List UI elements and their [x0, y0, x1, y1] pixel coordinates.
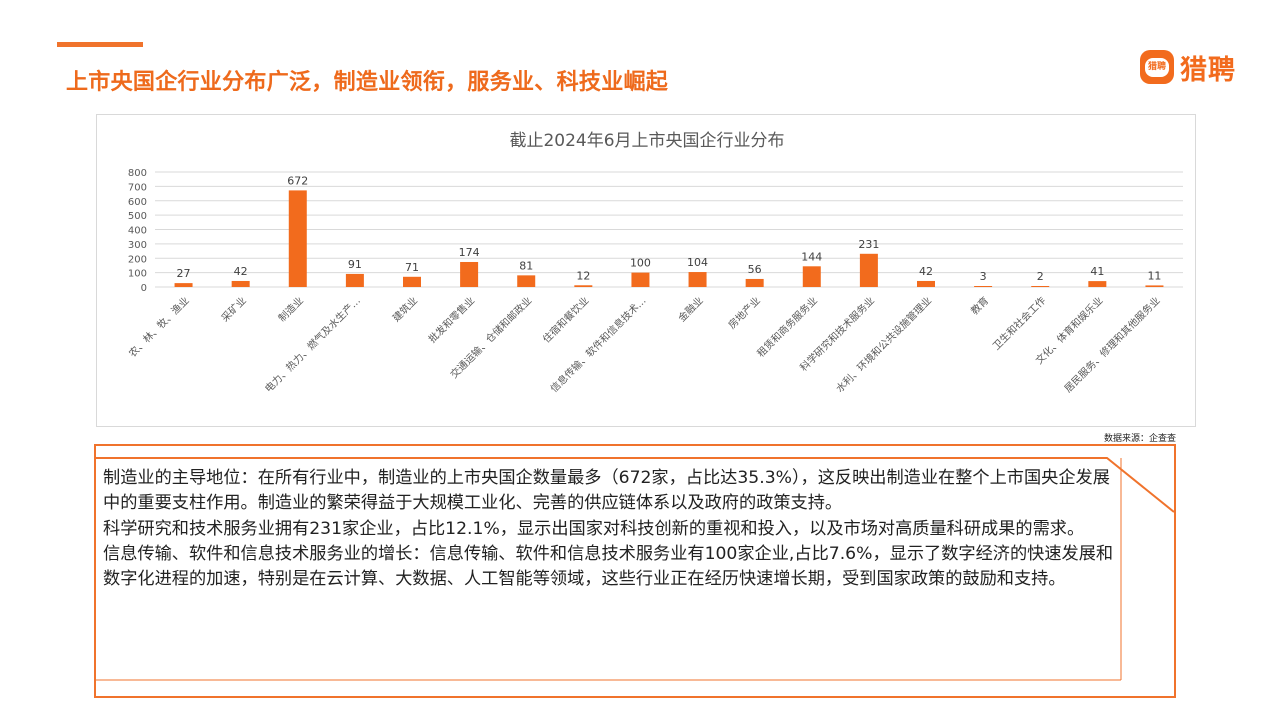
y-tick-label: 300 — [128, 240, 147, 251]
data-label: 81 — [519, 259, 533, 272]
bar — [574, 285, 593, 287]
data-label: 42 — [919, 265, 933, 278]
logo-text: 猎聘 — [1180, 54, 1236, 86]
bar — [1145, 285, 1164, 287]
summary-paragraphs: 制造业的主导地位：在所有行业中，制造业的上市央国企数量最多（672家，占比达35… — [103, 466, 1118, 592]
data-label: 231 — [858, 238, 879, 251]
data-label: 2 — [1037, 270, 1044, 283]
data-label: 71 — [405, 261, 419, 274]
x-tick-label: 房地产业 — [725, 294, 762, 331]
data-label: 174 — [459, 246, 480, 259]
bar-chart: 截止2024年6月上市央国企行业分布 0 100 200 300 400 500 600 700… — [126, 131, 1183, 395]
bar — [345, 273, 364, 287]
data-label: 100 — [630, 257, 651, 270]
data-label: 144 — [801, 250, 822, 263]
x-tick-label: 建筑业 — [390, 294, 420, 324]
x-tick-label: 制造业 — [275, 294, 305, 324]
bar — [745, 278, 764, 287]
y-tick-label: 700 — [128, 182, 147, 193]
data-label: 91 — [348, 258, 362, 271]
paragraph-science-tech: 科学研究和技术服务业拥有231家企业，占比12.1%，显示出国家对科技创新的重视… — [103, 518, 1085, 539]
bar — [1031, 286, 1050, 287]
bar — [231, 280, 250, 287]
y-tick-label: 200 — [128, 254, 147, 265]
bar — [688, 272, 707, 287]
bar — [859, 253, 878, 287]
title-accent-line — [57, 42, 143, 47]
x-tick-label: 居民服务、修理和其他服务业 — [1061, 294, 1162, 395]
data-label: 672 — [287, 174, 308, 187]
x-tick-label: 金融业 — [675, 294, 705, 324]
y-tick-label: 400 — [128, 226, 147, 237]
x-tick-label: 信息传输、软件和信息技术… — [547, 294, 648, 395]
chart-title: 截止2024年6月上市央国企行业分布 — [509, 131, 784, 151]
data-label: 42 — [234, 265, 248, 278]
x-tick-label: 教育 — [968, 294, 991, 317]
text-box-frame — [94, 444, 1176, 698]
y-tick-label: 500 — [128, 211, 147, 222]
y-tick-label: 800 — [128, 168, 147, 179]
bar — [288, 190, 307, 287]
bar — [917, 280, 935, 287]
x-tick-label: 批发和零售业 — [426, 294, 478, 346]
data-source-note: 数据来源：企查查 — [1104, 434, 1177, 444]
x-tick-label: 电力、热力、燃气及水生产… — [262, 294, 363, 395]
paragraph-manufacturing: 制造业的主导地位：在所有行业中，制造业的上市央国企数量最多（672家，占比达35… — [103, 468, 1110, 514]
bar — [802, 266, 821, 287]
x-tick-label: 水利、环境和公共设施管理业 — [833, 294, 934, 395]
bar — [403, 276, 421, 287]
summary-text-box: 制造业的主导地位：在所有行业中，制造业的上市央国企数量最多（672家，占比达35… — [94, 444, 1176, 698]
paragraph-it-services: 信息传输、软件和信息技术服务业的增长：信息传输、软件和信息技术服务业有100家企… — [103, 543, 1114, 590]
x-tick-label: 住宿和餐饮业 — [540, 294, 592, 346]
data-label: 56 — [748, 263, 762, 276]
page-title: 上市央国企行业分布广泛，制造业领衔，服务业、科技业崛起 — [66, 70, 669, 95]
bar — [460, 261, 479, 287]
bar — [631, 272, 650, 287]
bar — [1088, 281, 1107, 287]
data-label: 41 — [1090, 265, 1104, 278]
data-label: 3 — [980, 270, 987, 283]
y-tick-label: 0 — [141, 283, 147, 294]
x-tick-label: 农、林、牧、渔业 — [126, 294, 192, 360]
data-label: 12 — [576, 269, 590, 282]
x-tick-label: 卫生和社会工作 — [990, 294, 1049, 353]
x-tick-label: 采矿业 — [218, 294, 248, 324]
logo-mark-text: 猎聘 — [1145, 57, 1169, 77]
x-tick-label: 租赁和商务服务业 — [754, 294, 820, 360]
logo-chat-bubble-icon: 猎聘 — [1140, 50, 1174, 84]
data-label: 11 — [1147, 269, 1161, 282]
bar — [517, 275, 536, 287]
bar — [974, 286, 993, 287]
brand-logo: 猎聘 猎聘 — [1140, 48, 1236, 86]
chart-frame: 截止2024年6月上市央国企行业分布 0 100 200 300 400 500 600 700… — [96, 114, 1196, 427]
data-label: 27 — [177, 267, 191, 280]
bar — [174, 283, 193, 287]
data-label: 104 — [687, 256, 708, 269]
y-tick-label: 600 — [128, 197, 147, 208]
y-tick-label: 100 — [128, 269, 147, 280]
